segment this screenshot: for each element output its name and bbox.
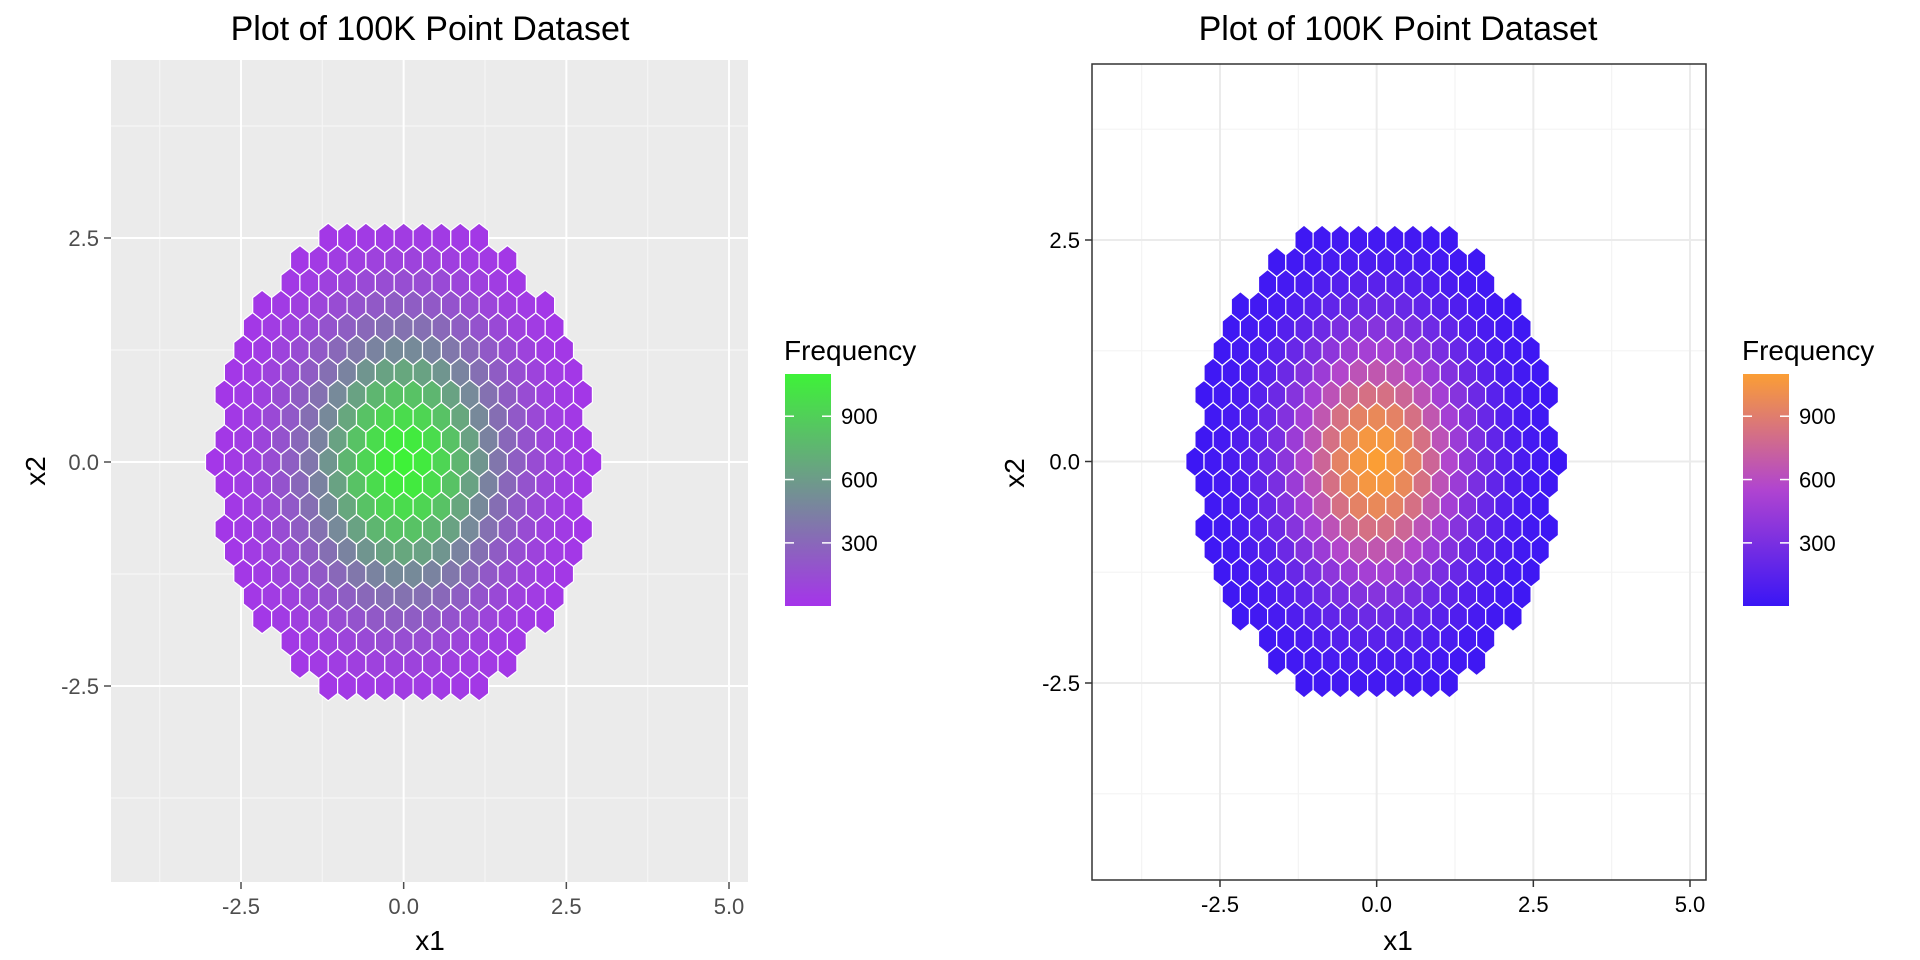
y-tick-label: 2.5 bbox=[1049, 228, 1080, 253]
hexbin-cell bbox=[1439, 224, 1460, 256]
x-tick-label: -2.5 bbox=[1201, 892, 1239, 917]
legend-colorbar bbox=[785, 374, 831, 606]
hexbin-cell bbox=[289, 244, 310, 277]
x-axis-label: x1 bbox=[1383, 925, 1413, 956]
x-tick-label: -2.5 bbox=[222, 894, 260, 919]
legend-tick-label: 600 bbox=[1799, 468, 1836, 493]
hexbin-cell bbox=[1366, 224, 1387, 256]
y-tick-label: 2.5 bbox=[68, 226, 99, 251]
hexbin-cell bbox=[1385, 224, 1405, 256]
legend: Frequency 300 600 900 bbox=[1742, 335, 1874, 606]
hexbin-cell bbox=[450, 222, 471, 254]
chart-title: Plot of 100K Point Dataset bbox=[1199, 10, 1598, 48]
x-axis-label: x1 bbox=[415, 925, 445, 956]
hexbin-cell bbox=[1466, 246, 1487, 278]
y-tick-label: -2.5 bbox=[1042, 671, 1080, 696]
legend-tick-label: 300 bbox=[841, 531, 878, 556]
chart-panel-2: Plot of 100K Point Dataset -2.5 0.0 2.5 5.0… bbox=[999, 10, 1874, 956]
hexbin-cell bbox=[355, 222, 376, 254]
hexbin-layer bbox=[204, 222, 603, 702]
hexbin-cell bbox=[1403, 224, 1423, 256]
legend-colorbar bbox=[1743, 374, 1789, 606]
y-axis-label: x2 bbox=[999, 458, 1030, 488]
legend-tick-label: 900 bbox=[1799, 404, 1836, 429]
hexbin-cell bbox=[431, 222, 452, 254]
hexbin-cell bbox=[252, 289, 273, 321]
hexbin-cell bbox=[318, 222, 339, 254]
hexbin-cell bbox=[469, 222, 490, 254]
x-tick-label: 5.0 bbox=[1675, 892, 1706, 917]
legend-tick-label: 900 bbox=[841, 404, 878, 429]
hexbin-cell bbox=[374, 222, 395, 254]
x-tick-label: 0.0 bbox=[1361, 892, 1392, 917]
hexbin-cell bbox=[1312, 224, 1332, 256]
hexbin-cell bbox=[1348, 224, 1369, 256]
legend-ticks: 300 600 900 bbox=[1743, 404, 1836, 556]
hexbin-cell bbox=[535, 289, 556, 321]
y-tick-label: 0.0 bbox=[1049, 450, 1080, 475]
hexbin-cell bbox=[1330, 224, 1351, 256]
x-tick-label: 2.5 bbox=[1518, 892, 1549, 917]
hexbin-cell bbox=[393, 222, 414, 254]
hexbin-cell bbox=[1421, 224, 1441, 256]
y-tick-label: -2.5 bbox=[61, 674, 99, 699]
legend-tick-label: 300 bbox=[1799, 531, 1836, 556]
legend: Frequency 300 600 900 bbox=[784, 335, 916, 606]
legend-tick-label: 600 bbox=[841, 468, 878, 493]
legend-title: Frequency bbox=[1742, 335, 1874, 366]
x-tick-label: 2.5 bbox=[551, 894, 582, 919]
hexbin-cell bbox=[497, 244, 518, 277]
y-axis-label: x2 bbox=[20, 456, 51, 486]
y-tick-label: 0.0 bbox=[68, 450, 99, 475]
legend-ticks: 300 600 900 bbox=[785, 404, 878, 556]
legend-title: Frequency bbox=[784, 335, 916, 366]
x-tick-label: 5.0 bbox=[714, 894, 745, 919]
chart-title: Plot of 100K Point Dataset bbox=[231, 10, 630, 48]
chart-panel-1: Plot of 100K Point Dataset -2.5 0.0 2.5 5.0… bbox=[20, 10, 916, 956]
hexbin-layer bbox=[1185, 224, 1569, 699]
hexbin-cell bbox=[1230, 290, 1251, 322]
panel-border bbox=[1091, 63, 1707, 881]
axes: -2.5 0.0 2.5 5.0 -2.5 0.0 2.5 bbox=[61, 226, 744, 919]
hexbin-cell bbox=[1266, 246, 1287, 278]
hexbin-cell bbox=[1503, 290, 1523, 322]
hexbin-cell bbox=[337, 222, 358, 254]
hexbin-cell bbox=[412, 222, 433, 254]
x-tick-label: 0.0 bbox=[388, 894, 419, 919]
hexbin-cell bbox=[1294, 224, 1314, 256]
axes: -2.5 0.0 2.5 5.0 -2.5 0.0 2.5 bbox=[1042, 228, 1705, 917]
